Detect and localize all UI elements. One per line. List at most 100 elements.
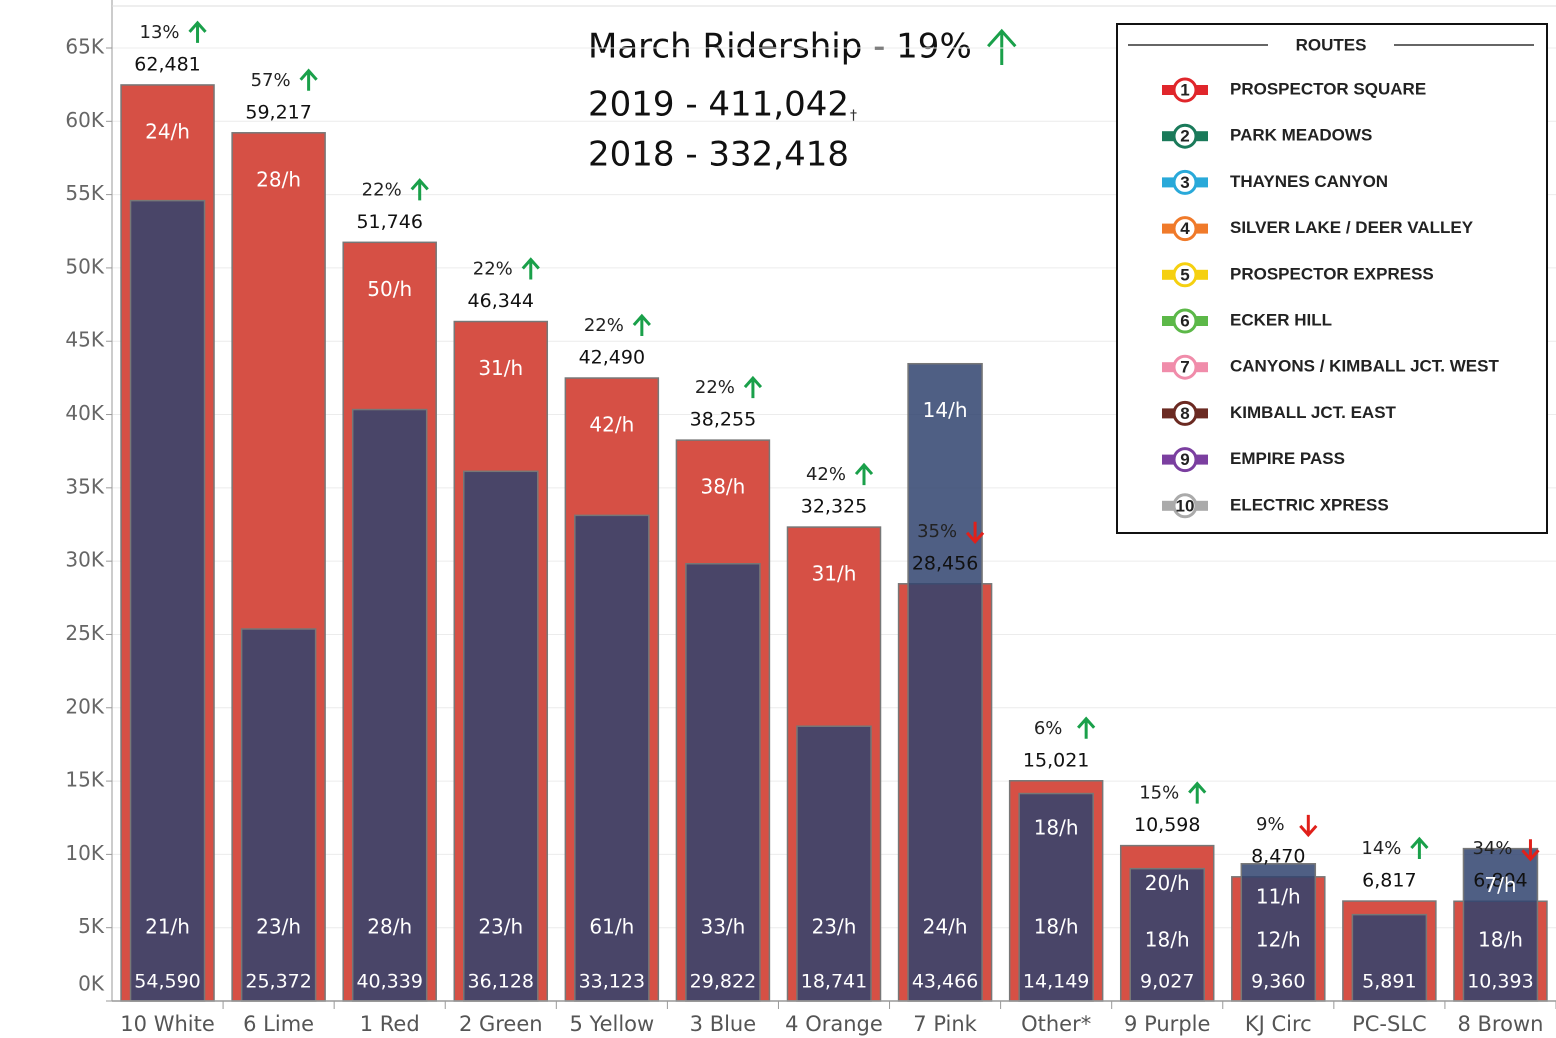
change-arrow [632,313,651,337]
change-label: 15% [1139,783,1179,804]
change-label: 9% [1256,814,1285,835]
rate-label: 12/h [1256,928,1301,952]
change-arrow [1077,716,1096,739]
rate-label: 38/h [700,475,745,499]
change-arrow [521,257,540,280]
base-value-label: 43,466 [912,971,978,993]
rate-label: 23/h [812,915,857,939]
change-label: 35% [917,521,957,542]
value-label: 28,456 [912,552,978,574]
y-tick-label: 60K [65,108,104,132]
value-label: 32,325 [801,496,867,518]
footnote-mark: † [850,108,857,124]
y-tick-label: 15K [65,768,104,792]
y-tick-label: 25K [65,621,104,645]
rate-label: 31/h [478,356,523,380]
change-label: 13% [140,22,180,43]
base-value-label: 9,360 [1251,971,1305,993]
subtitle: 2019 - 411,042 [588,85,849,125]
legend-badge [1172,308,1198,334]
legend-label: ECKER HILL [1230,310,1332,329]
base-value-label: 14,149 [1023,971,1089,993]
value-label: 8,470 [1251,845,1305,867]
y-tick-label: 5K [78,914,105,938]
base-value-label: 33,123 [579,971,645,993]
change-label: 14% [1361,838,1401,859]
x-tick-label: 4 Orange [785,1012,883,1036]
change-arrow [410,178,429,201]
legend-number: 5 [1180,265,1189,284]
base-value-label: 9,027 [1140,971,1194,993]
rate-label: 61/h [589,915,634,939]
legend-number: 1 [1180,80,1189,99]
rate-label: 23/h [478,915,523,939]
bar-2018 [574,514,650,1002]
value-label: 6,817 [1362,870,1416,892]
y-tick-label: 50K [65,254,104,278]
y-tick-label: 35K [65,474,104,498]
bar-2018 [1351,913,1428,1002]
legend-badge [1172,169,1198,195]
x-tick-label: KJ Circ [1245,1012,1312,1036]
legend-label: EMPIRE PASS [1230,449,1345,468]
x-tick-label: 7 Pink [913,1012,977,1036]
value-label: 10,598 [1134,814,1200,836]
base-value-label: 10,393 [1467,971,1533,993]
y-tick-label: 45K [65,328,104,352]
rate-label: 28/h [367,915,412,939]
y-tick-label: 10K [65,841,104,865]
base-value-label: 36,128 [468,971,534,993]
change-label: 22% [473,259,513,280]
legend-number: 10 [1176,496,1195,515]
chart-title: March Ridership - 19% [588,27,972,67]
x-tick-label: 10 White [120,1012,214,1036]
y-tick-label: 65K [65,35,104,59]
value-label: 51,746 [356,211,422,233]
legend-badge [1172,77,1198,103]
legend-number: 3 [1180,173,1189,192]
y-tick-label: 20K [65,694,104,718]
change-arrow [854,462,874,486]
legend-badge [1172,354,1198,380]
bar-2018 [1240,863,1317,1002]
change-label: 34% [1472,838,1512,859]
bar-2018 [685,563,761,1002]
legend-title: ROUTES [1296,35,1367,54]
bar-2018 [1129,867,1205,1002]
legend-number: 2 [1180,127,1189,146]
rate-label: 20/h [1145,871,1190,895]
legend-number: 7 [1180,358,1189,377]
value-label: 62,481 [134,53,200,75]
legend-label: CANYONS / KIMBALL JCT. WEST [1230,357,1499,376]
rate-label: 24/h [923,915,968,939]
change-label: 57% [251,70,291,91]
legend-badge [1172,262,1198,288]
rate-label: 42/h [589,413,634,437]
bar-2018 [351,408,428,1002]
rate-label: 33/h [700,915,745,939]
legend-label: ELECTRIC XPRESS [1230,495,1389,514]
bar-2018 [129,199,206,1002]
rate-label: 24/h [145,119,190,143]
legend-label: PROSPECTOR EXPRESS [1230,264,1434,283]
rate-label: 14/h [923,398,968,422]
legend-number: 8 [1180,404,1189,423]
change-label: 22% [362,179,402,200]
x-tick-label: 2 Green [459,1012,543,1036]
change-arrow [1299,814,1318,838]
change-arrow [1188,781,1207,804]
change-arrow [188,20,207,43]
rate-label: 18/h [1478,928,1523,952]
change-arrow [299,68,318,91]
y-tick-label: 40K [65,401,104,425]
rate-label: 28/h [256,167,301,191]
rate-label: 50/h [367,277,412,301]
bar-2018 [907,362,983,1002]
x-tick-label: 9 Purple [1124,1012,1210,1036]
base-value-label: 25,372 [245,971,311,993]
value-label: 6,804 [1473,870,1527,892]
rate-label: 31/h [812,562,857,586]
legend-badge [1172,123,1198,149]
base-value-label: 29,822 [690,971,756,993]
x-tick-label: PC-SLC [1352,1012,1427,1036]
